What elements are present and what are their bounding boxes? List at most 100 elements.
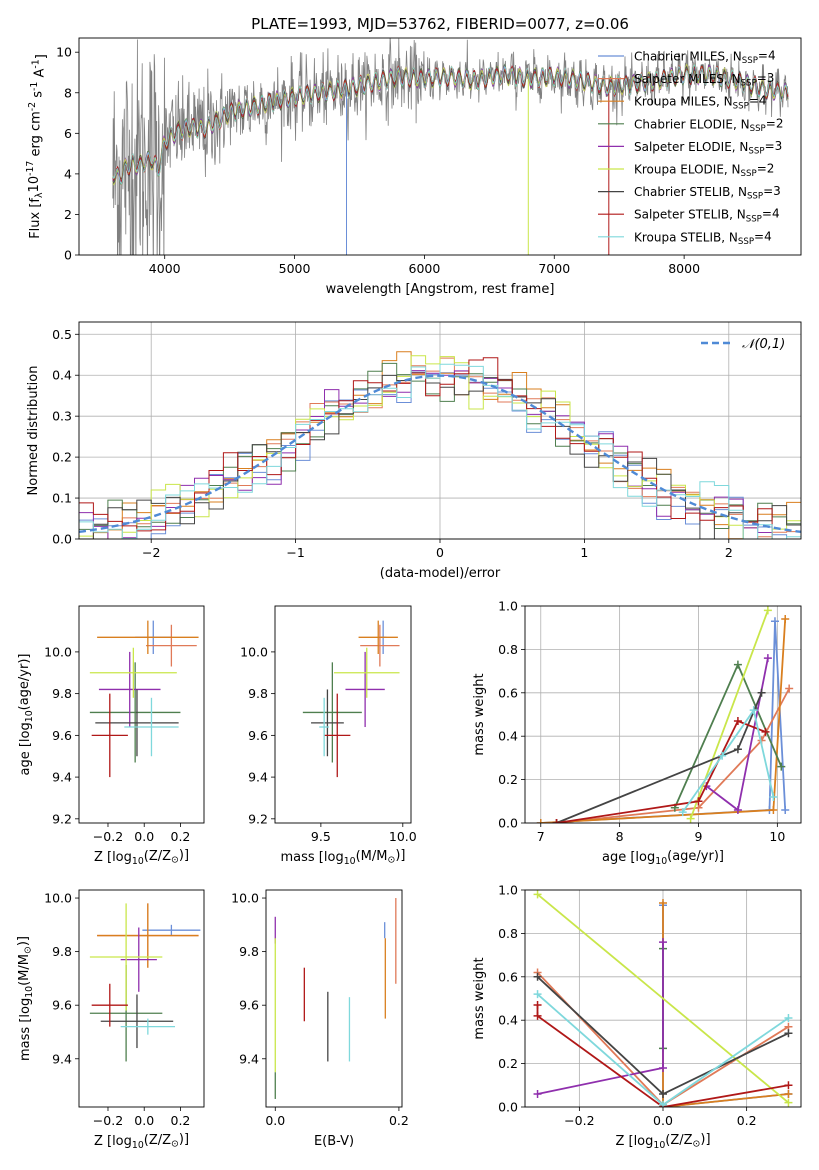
- mass_weight_vs_age-xtick-label: 9: [695, 829, 703, 844]
- mass_vs_Z-xtick-label: −0.2: [93, 1113, 123, 1128]
- chart-spectrum: 4000 5000 6000 7000 8000 0 2 4 6 8 10 wavelength [A…: [25, 37, 802, 297]
- mass_weight_vs_age-plot-area: [536, 606, 794, 823]
- legend-label: Kroupa STELIB, NSSP=4: [634, 229, 772, 247]
- legend-label: Salpeter MILES, NSSP=3: [634, 71, 774, 89]
- model-spectrum-line: [112, 63, 789, 185]
- spectrum-xlabel: wavelength [Angstrom, rest frame]: [326, 282, 555, 297]
- mass_vs_Z-ytick-label: 9.4: [52, 1051, 72, 1066]
- mass-weight-line: [536, 893, 790, 1104]
- mass_weight_vs_age-ytick-label: 1.0: [498, 599, 518, 614]
- mass_vs_ebv-plot-area: [274, 898, 397, 1099]
- mass-weight-point: [781, 615, 790, 624]
- chart-mass-weight-vs-age: 7 8 9 10 0.0 0.2 0.4 0.6 0.8 1.0 age [log10(age/yr…: [472, 599, 802, 867]
- mass-weight-point: [784, 1081, 793, 1090]
- age_vs_mass-xtick-label: 9.5: [311, 829, 331, 844]
- mass_weight_vs_age-ytick-label: 0.8: [498, 642, 518, 657]
- mass_weight_vs_age-xtick-label: 8: [616, 829, 624, 844]
- mass_vs_Z-ytick-label: 9.8: [52, 944, 72, 959]
- mass_weight_vs_Z-xtick-label: 0.0: [653, 1113, 673, 1128]
- mass-weight-line: [537, 942, 664, 1095]
- mass-weight-point: [733, 805, 742, 814]
- residuals-ytick-label: 0.5: [52, 327, 72, 342]
- age_vs_Z-xtick-label: 0.0: [134, 829, 154, 844]
- mass_vs_ebv-frame: [265, 889, 403, 1108]
- mass-weight-line: [681, 708, 775, 813]
- age_vs_mass-ytick-label: 9.8: [248, 686, 268, 701]
- residual-histogram: [79, 357, 801, 539]
- mass-weight-point: [769, 805, 778, 814]
- spectrum-ytick-label: 2: [64, 207, 72, 222]
- legend-label: Salpeter ELODIE, NSSP=3: [634, 139, 782, 157]
- mass-weight-point: [533, 890, 542, 899]
- spectrum-ytick-label: 10: [56, 45, 72, 60]
- legend-label: Salpeter STELIB, NSSP=4: [634, 207, 780, 225]
- mass-weight-point: [733, 717, 742, 726]
- mass_weight_vs_Z-xlabel: Z [log10(Z/Z⊙)]: [615, 1132, 710, 1151]
- mass-weight-line: [689, 609, 769, 820]
- chart-mass-vs-ebv: 0.0 0.2 9.4 9.6 9.8 10.0 E(B-V): [231, 889, 409, 1149]
- mass_weight_vs_Z-ylabel: mass weight: [472, 957, 487, 1039]
- spectrum-xtick-label: 7000: [538, 261, 570, 276]
- mass_weight_vs_age-ytick-label: 0.2: [498, 772, 518, 787]
- mass-weight-point: [694, 797, 703, 806]
- mass-weight-point: [784, 1089, 793, 1098]
- mass_weight_vs_age-ytick-label: 0.4: [498, 729, 518, 744]
- residuals-ytick-label: 0.4: [52, 368, 72, 383]
- mass-weight-point: [533, 972, 542, 981]
- mass_weight_vs_age-frame: [524, 605, 802, 824]
- mass-weight-point: [659, 938, 667, 947]
- legend-label: Chabrier ELODIE, NSSP=2: [634, 116, 783, 134]
- age_vs_mass-xlabel: mass [log10(M/M⊙)]: [281, 848, 406, 867]
- residuals-ytick-label: 0.0: [52, 532, 72, 547]
- mass_vs_Z-xtick-label: 0.0: [134, 1113, 154, 1128]
- mass-weight-point: [781, 805, 790, 814]
- mass-weight-line: [536, 1005, 789, 1107]
- legend-label: Kroupa ELODIE, NSSP=2: [634, 161, 774, 179]
- age_vs_Z-ytick-label: 9.4: [52, 770, 72, 785]
- age_vs_Z-xtick-label: −0.2: [93, 829, 123, 844]
- chart-mass-weight-vs-Z: −0.2 0.0 0.2 0.0 0.2 0.4 0.6 0.8 1.0 Z [log10(Z/Z…: [472, 883, 802, 1151]
- chart-residuals: −2 −1 0 1 2 0.0 0.1 0.2 0.3 0.4 0.5 (data-model)/er…: [26, 321, 802, 581]
- residuals-xtick-label: 1: [580, 545, 588, 560]
- legend-label: Chabrier STELIB, NSSP=3: [634, 184, 781, 202]
- spectrum-xtick-label: 6000: [409, 261, 441, 276]
- mass_vs_ebv-ytick-label: 9.4: [239, 1051, 259, 1066]
- age_vs_Z-plot-area: [89, 620, 199, 778]
- mass-weight-point: [536, 819, 545, 823]
- mass_vs_ebv-ytick-label: 9.6: [239, 998, 259, 1013]
- residual-histogram: [79, 363, 801, 539]
- mass-weight-point: [785, 684, 794, 693]
- spectrum-legend: Chabrier MILES, NSSP=4 Salpeter MILES, NS…: [598, 48, 783, 247]
- age_vs_Z-frame: [78, 605, 205, 824]
- residuals-legend: 𝒩(0,1): [701, 337, 785, 352]
- mass_vs_ebv-ytick-label: 9.8: [239, 944, 259, 959]
- residuals-ylabel: Normed distribution: [26, 366, 41, 496]
- age_vs_Z-xlabel: Z [log10(Z/Z⊙)]: [94, 848, 189, 867]
- residuals-ytick-label: 0.3: [52, 409, 72, 424]
- mass-weight-point: [659, 899, 667, 908]
- mass-weight-point: [533, 1011, 542, 1020]
- spectrum-frame: [78, 37, 802, 256]
- mass-weight-point: [733, 745, 742, 754]
- legend-label: 𝒩(0,1): [742, 337, 785, 352]
- mass-weight-point: [770, 617, 779, 626]
- mass_vs_ebv-ytick-label: 10.0: [231, 891, 259, 906]
- spectrum-ytick-label: 6: [64, 126, 72, 141]
- mass-weight-point: [659, 1100, 667, 1107]
- mass-weight-point: [686, 814, 695, 823]
- mass_vs_Z-ytick-label: 10.0: [44, 891, 72, 906]
- residuals-xtick-label: −2: [142, 545, 160, 560]
- residuals-ytick-label: 0.1: [52, 491, 72, 506]
- residuals-xtick-label: 0: [436, 545, 444, 560]
- mass-weight-point: [784, 1029, 793, 1038]
- age_vs_mass-ytick-label: 9.6: [248, 728, 268, 743]
- mass-weight-point: [763, 654, 772, 663]
- mass-weight-line: [556, 688, 790, 823]
- mass_weight_vs_age-ytick-label: 0.0: [498, 816, 518, 831]
- normal-reference-curve: [79, 374, 801, 533]
- chart-mass-vs-Z: −0.2 0.0 0.2 9.4 9.6 9.8 10.0 Z [log10(Z/Z⊙)] ma…: [16, 889, 205, 1151]
- chart-age-vs-Z: −0.2 0.0 0.2 9.2 9.4 9.6 9.8 10.0 Z [log10(Z/Z⊙)…: [17, 605, 205, 867]
- mass_weight_vs_age-xlabel: age [log10(age/yr)]: [602, 849, 724, 867]
- residuals-plot-area: [79, 351, 801, 539]
